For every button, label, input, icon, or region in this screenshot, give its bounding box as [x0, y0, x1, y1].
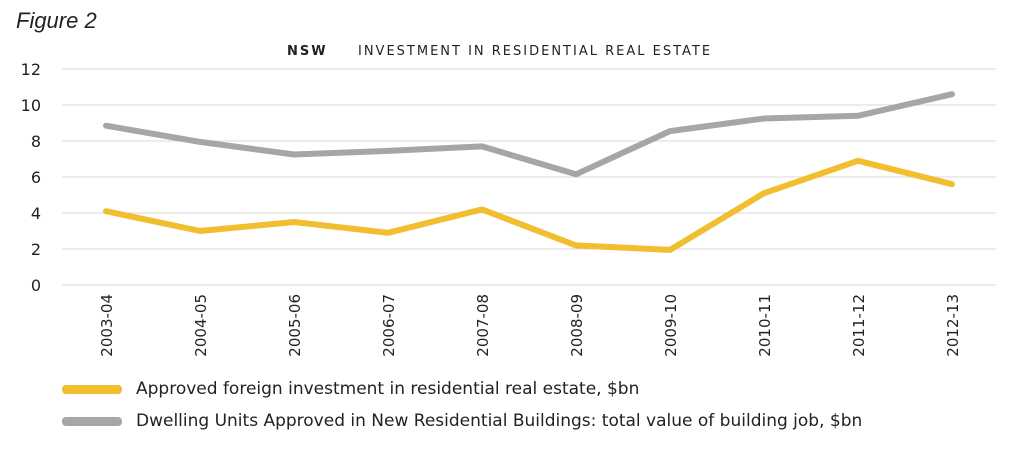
x-axis-ticks: 2003-04 2004-05 2005-06 2006-07 2007-08 2008-…	[98, 294, 962, 357]
chart-title-main: INVESTMENT IN RESIDENTIAL REAL ESTATE	[358, 44, 713, 59]
x-tick-label: 2008-09	[568, 294, 586, 357]
x-tick-label: 2005-06	[286, 294, 304, 357]
y-tick-label: 2	[31, 240, 41, 259]
x-tick-label: 2009-10	[662, 294, 680, 357]
legend-swatch-foreign-investment	[62, 384, 122, 394]
series-line-foreign-investment	[103, 157, 955, 253]
y-tick-label: 12	[21, 60, 41, 79]
legend-swatch-dwelling-units	[62, 416, 122, 426]
series-lines	[103, 91, 955, 253]
x-tick-label: 2004-05	[192, 294, 210, 357]
legend-item-foreign-investment: Approved foreign investment in residenti…	[62, 376, 862, 402]
legend-item-dwelling-units: Dwelling Units Approved in New Residenti…	[62, 408, 862, 434]
series-line-dwelling-units	[103, 91, 955, 178]
chart-title-prefix: NSW	[287, 44, 328, 59]
x-tick-label: 2007-08	[474, 294, 492, 357]
y-tick-label: 8	[31, 132, 41, 151]
y-tick-label: 0	[31, 276, 41, 295]
x-tick-label: 2011-12	[850, 294, 868, 357]
gridlines	[62, 68, 996, 286]
x-tick-label: 2010-11	[756, 294, 774, 357]
legend-label-dwelling-units: Dwelling Units Approved in New Residenti…	[136, 411, 863, 431]
y-axis-ticks: 0 2 4 6 8 10 12	[21, 60, 41, 295]
x-tick-label: 2006-07	[380, 294, 398, 357]
y-tick-label: 4	[31, 204, 41, 223]
y-tick-label: 6	[31, 168, 41, 187]
legend: Approved foreign investment in residenti…	[62, 376, 862, 440]
figure-label: Figure 2	[16, 8, 97, 33]
y-tick-label: 10	[21, 96, 41, 115]
x-tick-label: 2003-04	[98, 294, 116, 357]
legend-label-foreign-investment: Approved foreign investment in residenti…	[136, 379, 640, 399]
x-tick-label: 2012-13	[944, 294, 962, 357]
